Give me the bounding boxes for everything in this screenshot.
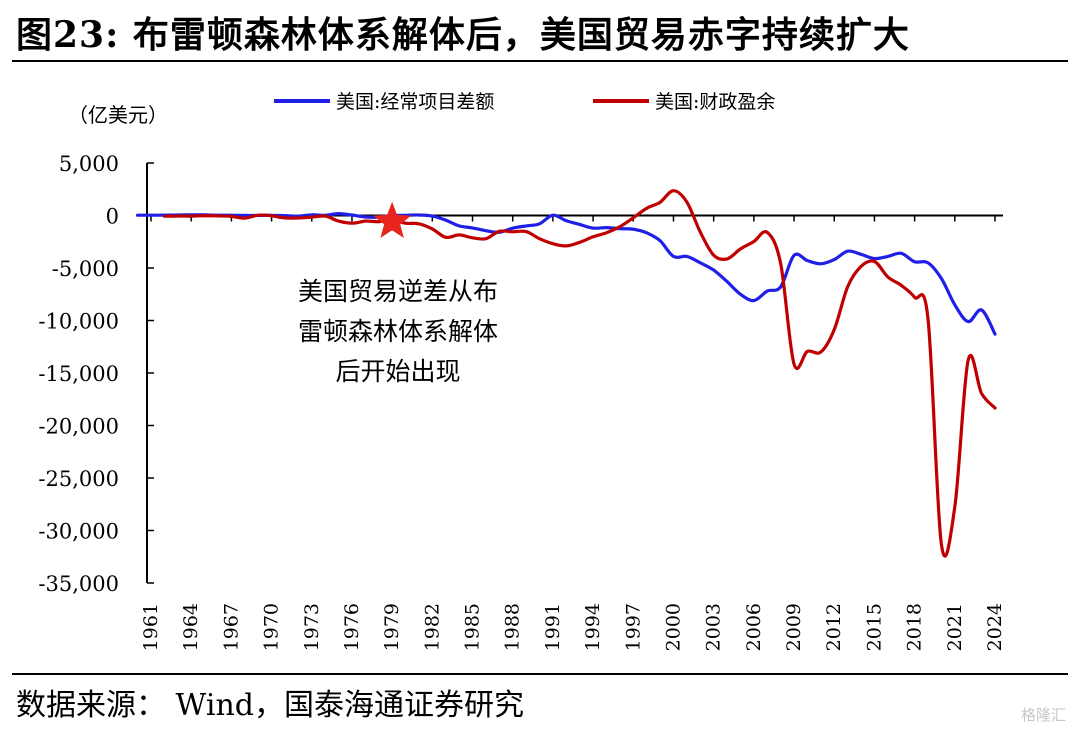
- y-tick-label: -20,000: [38, 415, 119, 439]
- star-marker: [373, 201, 412, 238]
- x-tick-label: 1982: [421, 603, 443, 651]
- x-tick-label: 1964: [180, 603, 202, 651]
- x-tick-label: 2018: [904, 603, 926, 651]
- x-tick-label: 1988: [502, 603, 524, 651]
- y-tick-label: -25,000: [38, 467, 119, 491]
- y-unit-label: （亿美元）: [68, 103, 168, 127]
- x-tick-label: 1967: [220, 603, 242, 651]
- source-note: 数据来源： Wind，国泰海通证券研究: [16, 688, 524, 723]
- x-tick-label: 1997: [622, 603, 644, 651]
- legend: 美国:经常项目差额 美国:财政盈余: [274, 91, 775, 113]
- y-tick-label: 0: [106, 205, 119, 229]
- x-tick-label: 2006: [743, 603, 765, 651]
- watermark: 格隆汇: [1020, 706, 1066, 724]
- x-tick-label: 1970: [261, 603, 283, 651]
- title-divider: [12, 60, 1068, 62]
- y-axis: 5,000 0 -5,000 -10,000 -15,000 -20,000 -25,000…: [38, 152, 154, 596]
- marker-layer: [373, 201, 412, 238]
- source-divider: [12, 673, 1068, 675]
- series-line-fiscal-balance: [162, 189, 997, 558]
- x-tick-label: 2015: [863, 603, 885, 651]
- y-tick-label: -15,000: [38, 362, 119, 386]
- legend-label-fiscal-balance: 美国:财政盈余: [655, 91, 775, 113]
- series-layer: [136, 189, 997, 558]
- x-tick-label: 2024: [984, 603, 1006, 651]
- annotation-line-3: 后开始出现: [335, 357, 460, 386]
- legend-label-current-account: 美国:经常项目差额: [336, 91, 494, 113]
- y-tick-label: -35,000: [38, 572, 119, 596]
- x-tick-label: 2003: [703, 603, 725, 651]
- x-tick-label: 1961: [140, 603, 162, 651]
- y-tick-label: -5,000: [52, 257, 119, 281]
- x-tick-label: 2000: [662, 603, 684, 651]
- x-tick-label: 1973: [301, 603, 323, 651]
- y-tick-label: 5,000: [59, 152, 119, 176]
- series-line-current-account: [136, 212, 997, 336]
- x-tick-label: 1985: [462, 603, 484, 651]
- x-tick-label: 1976: [341, 603, 363, 651]
- x-tick-label: 1994: [582, 603, 604, 651]
- figure-title: 图23: 布雷顿森林体系解体后，美国贸易赤字持续扩大: [16, 14, 910, 56]
- x-tick-label: 2009: [783, 603, 805, 651]
- x-tick-label: 1979: [381, 603, 403, 651]
- x-axis: 1961 1964 1967 1970 1973 1976 1979 1982 1985 1988…: [140, 214, 1006, 651]
- annotation-line-1: 美国贸易逆差从布: [298, 277, 498, 306]
- y-tick-label: -30,000: [38, 520, 119, 544]
- y-tick-label: -10,000: [38, 310, 119, 334]
- x-tick-label: 2021: [944, 603, 966, 651]
- x-tick-label: 1991: [542, 603, 564, 651]
- annotation: 美国贸易逆差从布 雷顿森林体系解体 后开始出现: [298, 277, 498, 386]
- x-tick-label: 2012: [823, 603, 845, 651]
- annotation-line-2: 雷顿森林体系解体: [298, 317, 498, 346]
